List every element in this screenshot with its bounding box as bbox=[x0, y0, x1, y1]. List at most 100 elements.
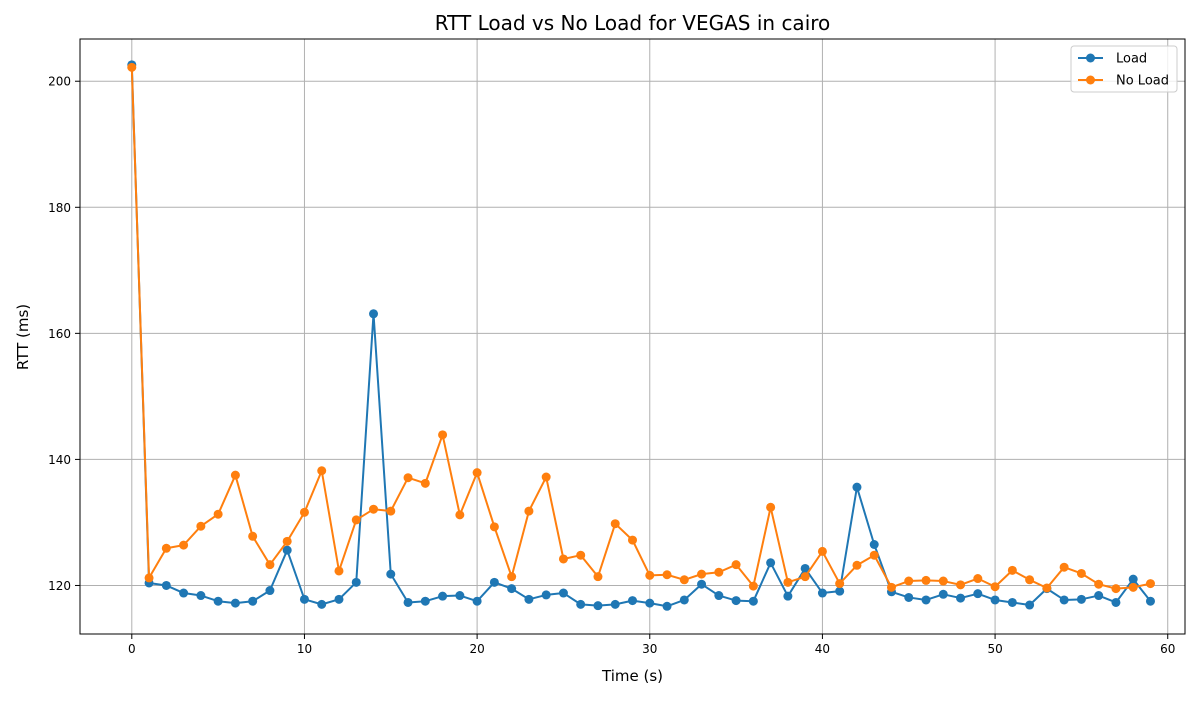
legend: Load No Load bbox=[1070, 45, 1178, 93]
legend-label-no-load: No Load bbox=[1116, 74, 1169, 89]
data-point-load bbox=[990, 595, 1000, 605]
data-point-load bbox=[1025, 600, 1035, 610]
data-point-load bbox=[783, 591, 793, 601]
data-point-no-load bbox=[230, 470, 240, 480]
data-point-no-load bbox=[1094, 579, 1104, 589]
data-point-no-load bbox=[593, 572, 603, 582]
legend-label-load: Load bbox=[1116, 52, 1147, 67]
data-point-load bbox=[524, 594, 534, 604]
data-point-no-load bbox=[196, 521, 206, 531]
data-point-no-load bbox=[558, 554, 568, 564]
data-point-no-load bbox=[386, 506, 396, 516]
data-point-no-load bbox=[714, 567, 724, 577]
data-point-no-load bbox=[179, 540, 189, 550]
y-tick-label: 160 bbox=[48, 327, 71, 341]
data-point-load bbox=[438, 591, 448, 601]
data-point-load bbox=[420, 596, 430, 606]
data-point-load bbox=[817, 588, 827, 598]
y-tick-label: 140 bbox=[48, 453, 71, 467]
data-point-no-load bbox=[1025, 575, 1035, 585]
y-axis-label: RTT (ms) bbox=[14, 304, 32, 370]
data-point-load bbox=[179, 588, 189, 598]
x-tick-label: 20 bbox=[469, 642, 484, 656]
data-point-no-load bbox=[938, 576, 948, 586]
data-point-no-load bbox=[1076, 568, 1086, 578]
data-point-load bbox=[904, 592, 914, 602]
data-point-no-load bbox=[317, 466, 327, 476]
data-point-no-load bbox=[403, 473, 413, 483]
data-point-no-load bbox=[783, 577, 793, 587]
data-point-load bbox=[558, 588, 568, 598]
data-point-no-load bbox=[541, 472, 551, 482]
data-point-no-load bbox=[472, 468, 482, 478]
data-point-no-load bbox=[835, 579, 845, 589]
data-point-load bbox=[1007, 597, 1017, 607]
y-tick-label: 180 bbox=[48, 201, 71, 215]
data-point-load bbox=[679, 595, 689, 605]
data-point-no-load bbox=[817, 546, 827, 556]
x-tick-label: 30 bbox=[642, 642, 657, 656]
y-tick-label: 120 bbox=[48, 579, 71, 593]
data-point-load bbox=[662, 601, 672, 611]
data-point-no-load bbox=[679, 575, 689, 585]
data-point-no-load bbox=[645, 570, 655, 580]
legend-marker-no-load bbox=[1086, 75, 1095, 85]
data-point-load bbox=[403, 597, 413, 607]
data-point-no-load bbox=[213, 509, 223, 519]
data-point-no-load bbox=[990, 582, 1000, 592]
data-point-no-load bbox=[1042, 583, 1052, 593]
data-point-no-load bbox=[161, 543, 171, 553]
data-point-no-load bbox=[489, 522, 499, 532]
data-point-load bbox=[196, 591, 206, 601]
data-point-no-load bbox=[1007, 565, 1017, 575]
data-point-load bbox=[213, 596, 223, 606]
data-point-load bbox=[161, 580, 171, 590]
data-point-no-load bbox=[956, 580, 966, 590]
data-point-no-load bbox=[524, 506, 534, 516]
data-point-no-load bbox=[1145, 579, 1155, 589]
data-point-load bbox=[697, 579, 707, 589]
data-point-load bbox=[1128, 574, 1138, 584]
series-line-load bbox=[130, 64, 1152, 608]
data-point-no-load bbox=[1111, 584, 1121, 594]
data-point-no-load bbox=[921, 575, 931, 585]
data-point-no-load bbox=[610, 519, 620, 529]
data-point-no-load bbox=[438, 430, 448, 440]
data-point-load bbox=[800, 563, 810, 573]
data-point-load bbox=[351, 577, 361, 587]
data-point-load bbox=[334, 594, 344, 604]
data-point-no-load bbox=[265, 560, 275, 570]
data-point-load bbox=[455, 591, 465, 601]
data-point-no-load bbox=[351, 515, 361, 525]
data-point-load bbox=[766, 558, 776, 568]
data-point-load bbox=[956, 593, 966, 603]
data-point-no-load bbox=[369, 504, 379, 514]
data-point-no-load bbox=[144, 573, 154, 583]
data-point-load bbox=[731, 596, 741, 606]
x-tick-label: 60 bbox=[1160, 642, 1175, 656]
x-axis-label: Time (s) bbox=[601, 667, 663, 685]
data-point-load bbox=[230, 598, 240, 608]
data-point-load bbox=[248, 596, 258, 606]
chart-title: RTT Load vs No Load for VEGAS in cairo bbox=[435, 11, 831, 35]
data-point-load bbox=[869, 540, 879, 549]
data-point-load bbox=[714, 591, 724, 601]
data-point-no-load bbox=[697, 569, 707, 579]
data-point-load bbox=[1076, 594, 1086, 604]
data-point-load bbox=[541, 590, 551, 600]
x-tick-label: 50 bbox=[987, 642, 1002, 656]
data-point-load bbox=[1094, 591, 1104, 601]
data-point-no-load bbox=[852, 560, 862, 570]
data-point-load bbox=[317, 599, 327, 609]
series-no-load bbox=[127, 62, 1155, 594]
data-point-no-load bbox=[800, 572, 810, 582]
data-point-no-load bbox=[628, 535, 637, 545]
data-point-no-load bbox=[420, 478, 430, 488]
series-line-no-load bbox=[130, 67, 1151, 590]
x-tick-label: 40 bbox=[815, 642, 830, 656]
data-point-load bbox=[265, 586, 275, 596]
data-point-load bbox=[1111, 597, 1121, 607]
data-point-load bbox=[507, 584, 517, 594]
